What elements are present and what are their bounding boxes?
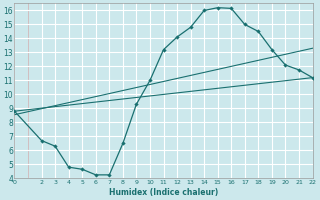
X-axis label: Humidex (Indice chaleur): Humidex (Indice chaleur)	[109, 188, 218, 197]
